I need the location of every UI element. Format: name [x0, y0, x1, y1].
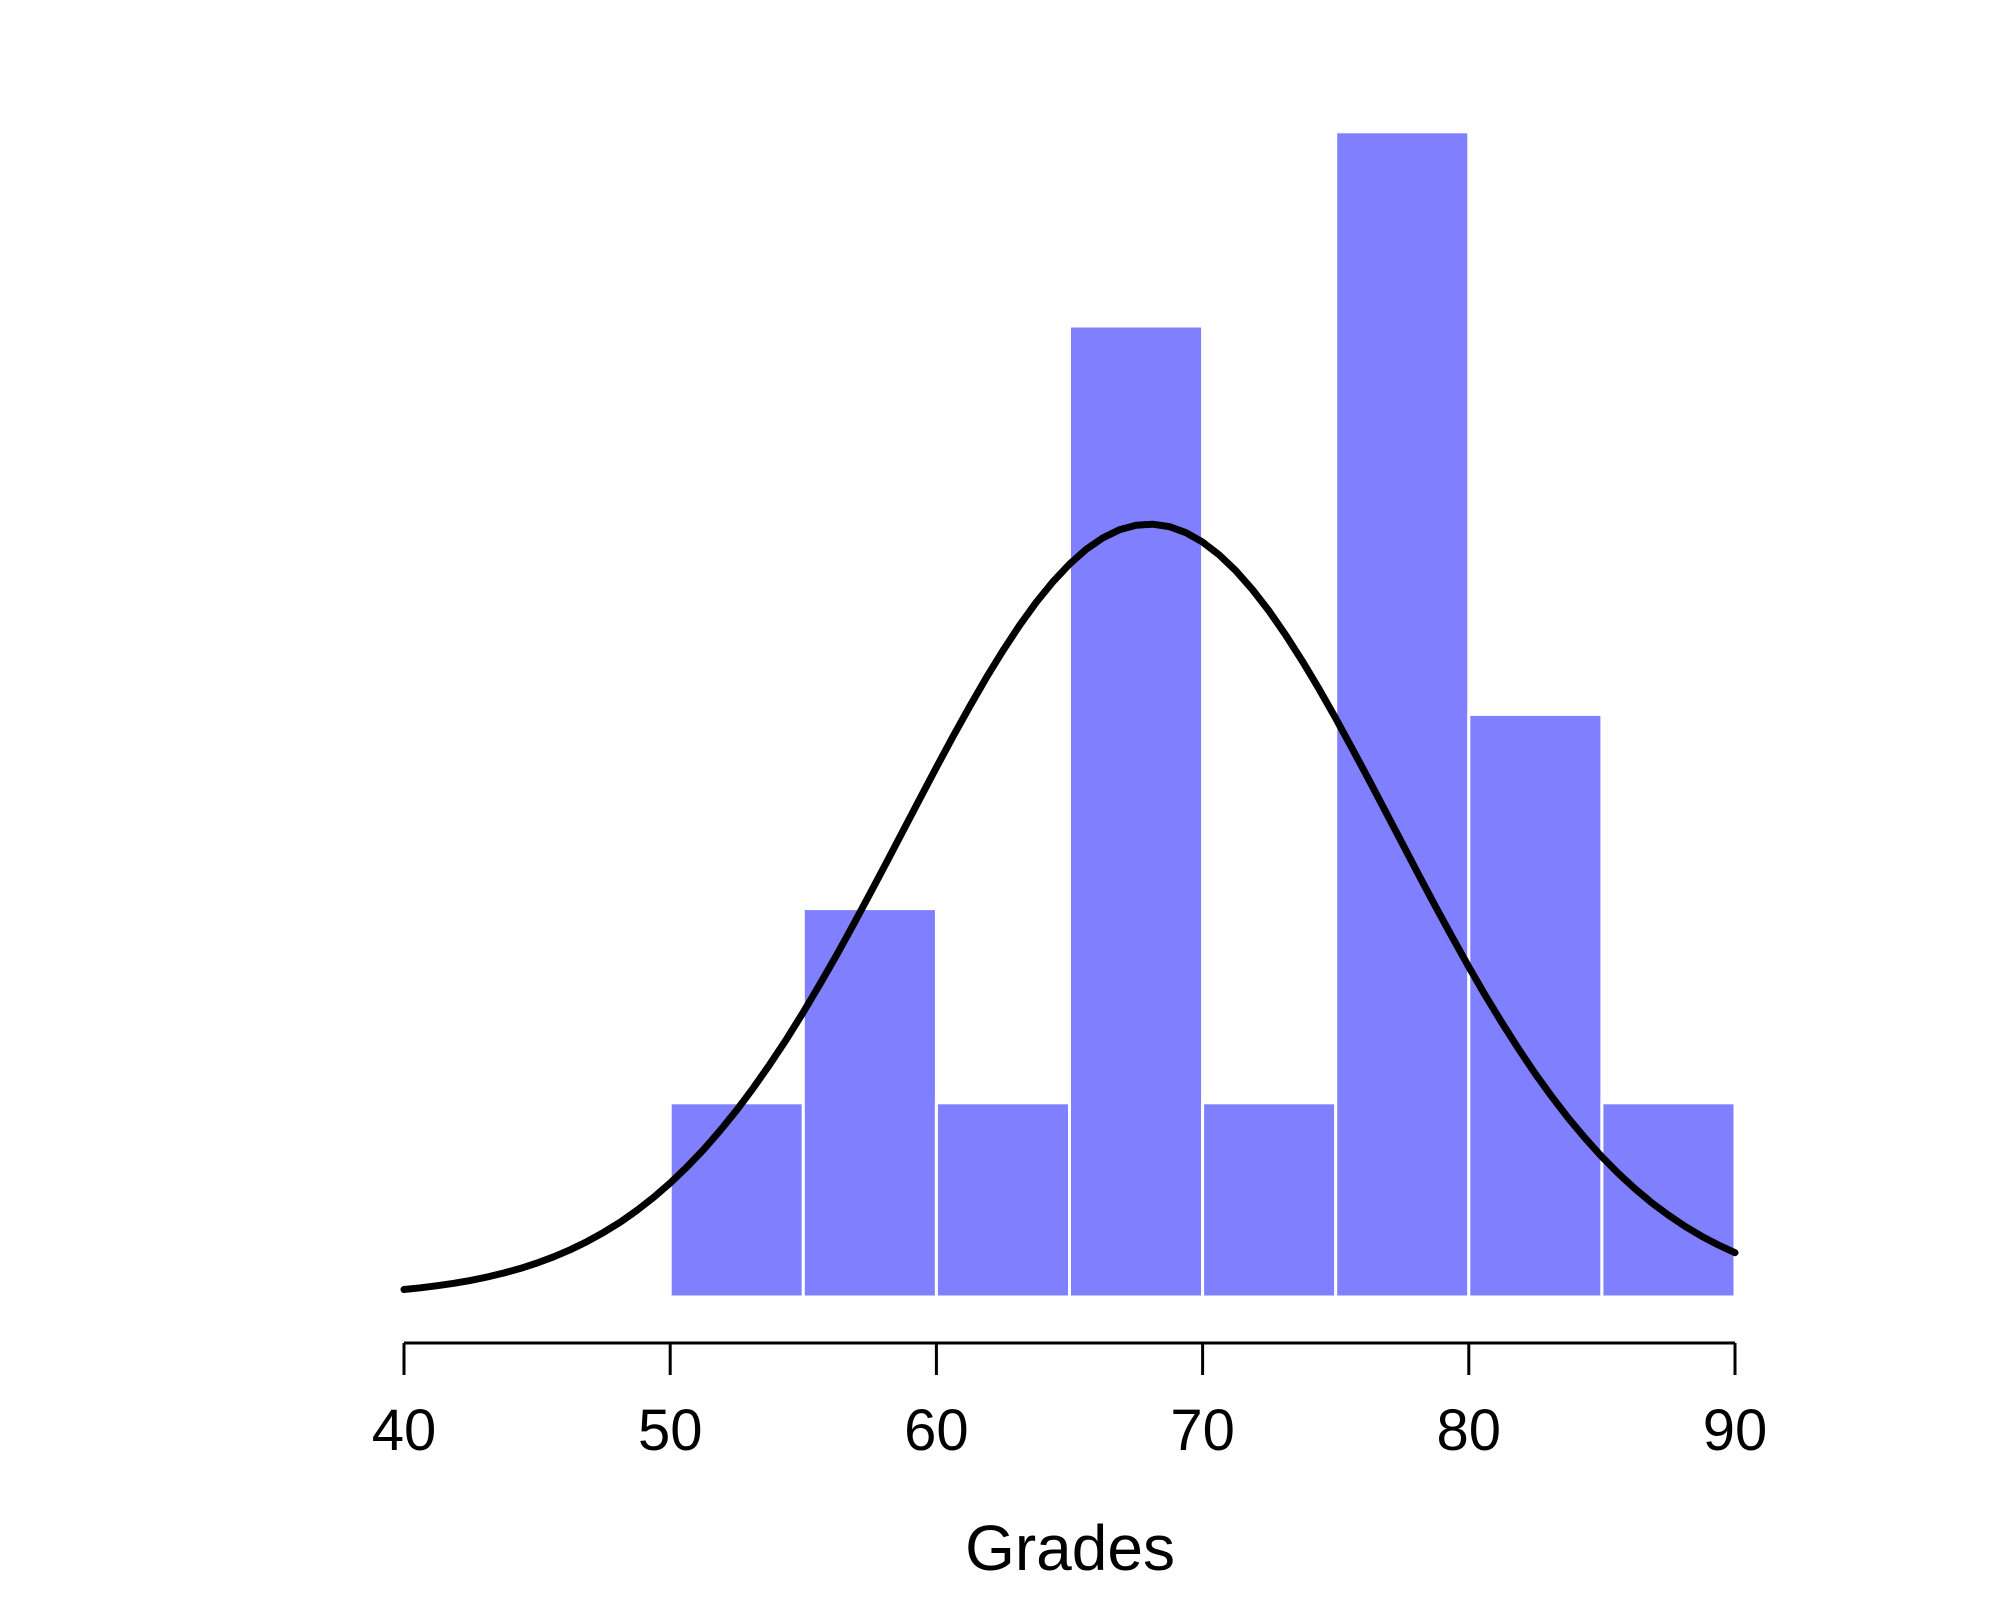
histogram-bar [1070, 326, 1203, 1297]
x-tick-label: 50 [638, 1398, 703, 1463]
x-tick-label: 40 [372, 1398, 437, 1463]
x-axis-label: Grades [965, 1512, 1175, 1584]
x-ticks: 40 50 60 70 80 90 [372, 1343, 1768, 1463]
x-tick-label: 60 [904, 1398, 969, 1463]
histogram-bar [670, 1103, 803, 1297]
histogram-bar [1203, 1103, 1336, 1297]
histogram-bar [936, 1103, 1069, 1297]
x-tick-label: 70 [1170, 1398, 1235, 1463]
histogram-bar [1602, 1103, 1735, 1297]
histogram-bar [803, 909, 936, 1297]
x-tick-label: 80 [1437, 1398, 1502, 1463]
x-axis: 40 50 60 70 80 90 Grades [372, 1343, 1768, 1584]
x-tick-label: 90 [1703, 1398, 1768, 1463]
histogram-bar [1336, 132, 1469, 1297]
